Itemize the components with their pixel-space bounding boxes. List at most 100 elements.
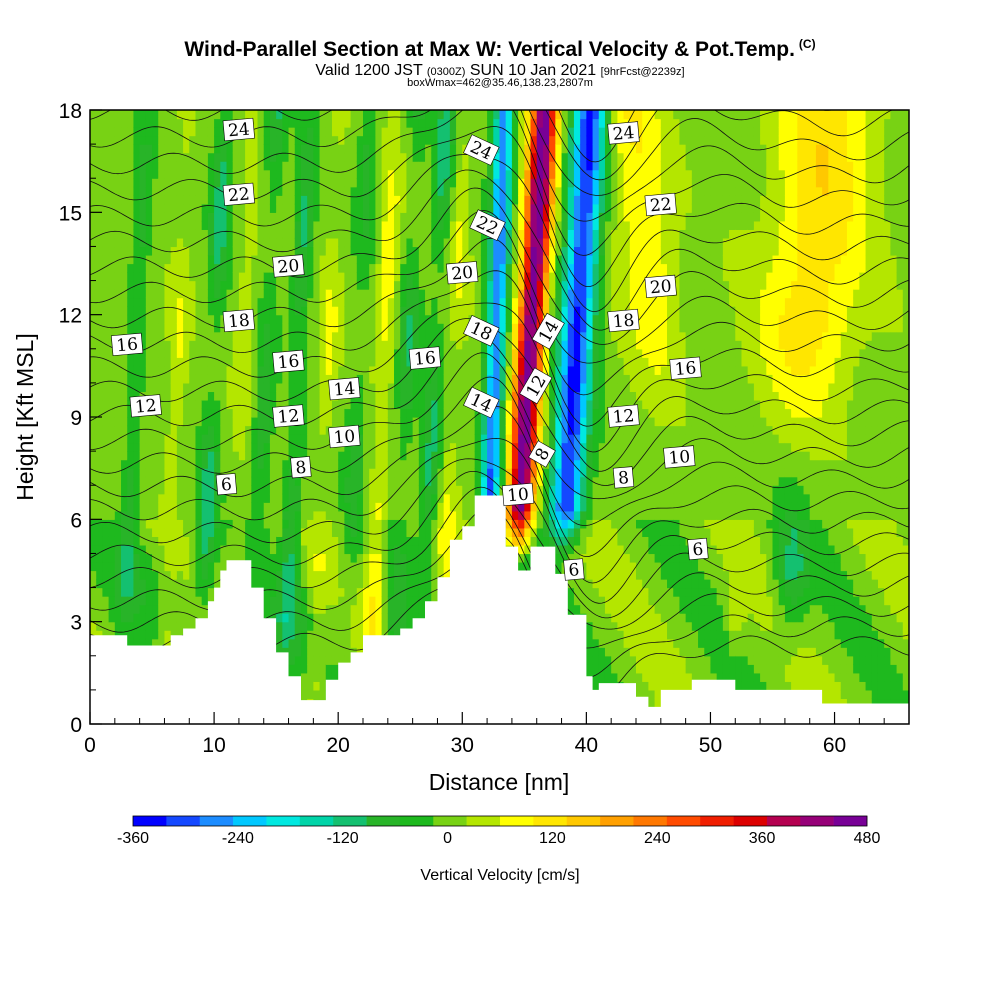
- velocity-cell: [313, 561, 321, 572]
- velocity-cell: [468, 348, 476, 358]
- velocity-cell: [220, 510, 228, 520]
- velocity-cell: [90, 178, 97, 188]
- velocity-cell: [282, 229, 290, 239]
- velocity-cell: [443, 570, 451, 580]
- velocity-cell: [226, 348, 234, 358]
- velocity-cell: [437, 144, 445, 154]
- velocity-cell: [220, 357, 228, 367]
- velocity-cell: [139, 544, 147, 555]
- velocity-cell: [300, 110, 308, 120]
- velocity-cell: [276, 237, 283, 248]
- velocity-cell: [121, 408, 128, 418]
- velocity-cell: [356, 297, 364, 307]
- velocity-cell: [418, 510, 426, 520]
- velocity-cell: [189, 544, 197, 555]
- velocity-cell: [207, 553, 215, 563]
- velocity-cell: [375, 272, 383, 282]
- velocity-cell: [263, 468, 271, 478]
- velocity-cell: [96, 579, 103, 589]
- velocity-cell: [102, 110, 110, 120]
- velocity-cell: [276, 161, 283, 171]
- velocity-cell: [96, 374, 103, 384]
- velocity-cell: [493, 340, 501, 350]
- velocity-cell: [288, 553, 296, 563]
- velocity-cell: [170, 237, 178, 248]
- velocity-cell: [406, 561, 414, 572]
- velocity-cell: [338, 186, 345, 196]
- velocity-cell: [102, 434, 110, 444]
- velocity-cell: [282, 604, 290, 614]
- velocity-cell: [276, 451, 283, 461]
- velocity-cell: [462, 408, 470, 418]
- velocity-cell: [431, 212, 439, 222]
- velocity-cell: [499, 135, 507, 145]
- velocity-cell: [375, 237, 383, 248]
- velocity-cell: [276, 110, 283, 120]
- velocity-cell: [406, 212, 414, 222]
- velocity-cell: [468, 110, 476, 120]
- velocity-cell: [449, 502, 457, 512]
- velocity-cell: [511, 186, 519, 196]
- velocity-cell: [443, 237, 451, 248]
- velocity-cell: [269, 382, 277, 393]
- velocity-cell: [263, 178, 271, 188]
- velocity-cell: [170, 459, 178, 469]
- velocity-cell: [189, 536, 197, 546]
- velocity-cell: [269, 178, 277, 188]
- velocity-cell: [412, 459, 420, 469]
- velocity-cell: [437, 399, 445, 410]
- velocity-cell: [307, 110, 314, 120]
- velocity-cell: [189, 110, 197, 120]
- velocity-cell: [300, 135, 308, 145]
- velocity-cell: [245, 135, 252, 145]
- velocity-cell: [350, 348, 358, 358]
- velocity-cell: [307, 237, 314, 248]
- velocity-cell: [276, 169, 283, 179]
- velocity-cell: [338, 630, 345, 640]
- velocity-cell: [387, 544, 395, 555]
- velocity-cell: [418, 382, 426, 393]
- velocity-cell: [294, 664, 302, 674]
- velocity-cell: [176, 408, 184, 418]
- velocity-cell: [288, 451, 296, 461]
- velocity-cell: [226, 417, 234, 427]
- velocity-cell: [158, 365, 166, 375]
- velocity-cell: [201, 579, 209, 589]
- velocity-cell: [505, 212, 513, 222]
- velocity-cell: [418, 169, 426, 179]
- velocity-cell: [170, 374, 178, 384]
- velocity-cell: [350, 468, 358, 478]
- velocity-cell: [214, 579, 221, 589]
- velocity-cell: [363, 169, 370, 179]
- velocity-cell: [207, 272, 215, 282]
- velocity-cell: [139, 630, 147, 640]
- velocity-cell: [263, 442, 271, 452]
- velocity-cell: [195, 485, 203, 495]
- velocity-cell: [394, 399, 401, 410]
- velocity-cell: [369, 314, 376, 324]
- velocity-cell: [288, 323, 296, 333]
- velocity-cell: [96, 468, 103, 478]
- velocity-cell: [400, 178, 408, 188]
- velocity-cell: [480, 272, 488, 282]
- velocity-cell: [456, 306, 463, 316]
- velocity-cell: [108, 289, 116, 299]
- velocity-cell: [207, 144, 215, 154]
- velocity-cell: [183, 519, 190, 529]
- velocity-cell: [443, 254, 451, 265]
- velocity-cell: [102, 502, 110, 512]
- velocity-cell: [158, 110, 166, 120]
- velocity-cell: [431, 579, 439, 589]
- velocity-cell: [300, 476, 308, 486]
- velocity-cell: [474, 289, 482, 299]
- velocity-cell: [108, 536, 116, 546]
- velocity-cell: [313, 212, 321, 222]
- velocity-cell: [307, 399, 314, 410]
- velocity-cell: [96, 536, 103, 546]
- velocity-cell: [276, 382, 283, 393]
- velocity-cell: [319, 127, 327, 137]
- velocity-cell: [276, 527, 283, 537]
- velocity-cell: [300, 417, 308, 427]
- velocity-cell: [443, 442, 451, 452]
- velocity-cell: [189, 493, 197, 503]
